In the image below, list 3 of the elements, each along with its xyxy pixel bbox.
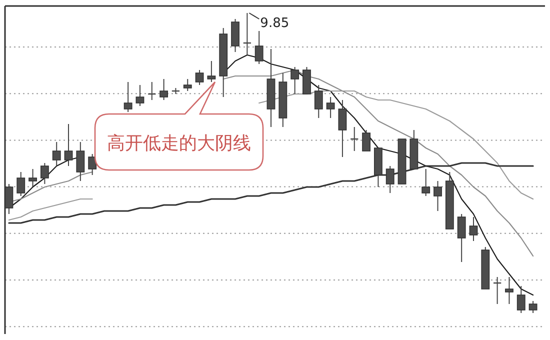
peak-label: 9.85 <box>248 12 290 31</box>
annotation: 9.85 <box>260 16 290 31</box>
annotation: 高开低走的大阴线 <box>107 133 251 154</box>
